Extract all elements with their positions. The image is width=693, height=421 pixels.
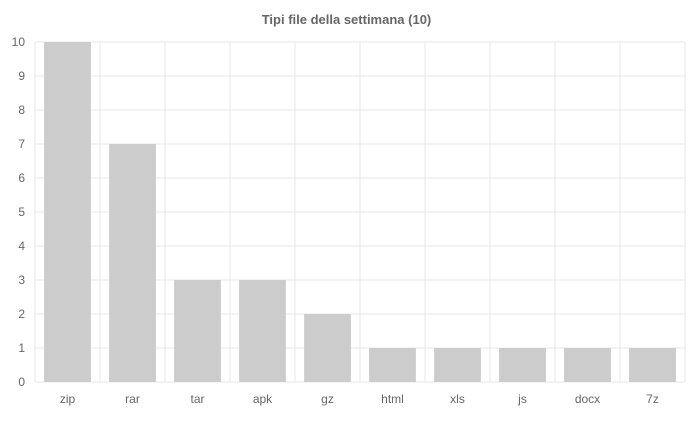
svg-text:xls: xls [450, 392, 465, 406]
svg-text:4: 4 [18, 239, 25, 253]
svg-text:9: 9 [18, 69, 25, 83]
svg-text:html: html [381, 392, 404, 406]
svg-text:gz: gz [321, 392, 334, 406]
svg-text:7: 7 [18, 137, 25, 151]
svg-text:rar: rar [125, 392, 140, 406]
svg-text:5: 5 [18, 205, 25, 219]
svg-text:tar: tar [190, 392, 204, 406]
svg-text:0: 0 [18, 375, 25, 389]
svg-text:docx: docx [575, 392, 600, 406]
svg-text:zip: zip [60, 392, 76, 406]
svg-text:3: 3 [18, 273, 25, 287]
svg-text:7z: 7z [646, 392, 659, 406]
svg-text:6: 6 [18, 171, 25, 185]
svg-text:apk: apk [253, 392, 273, 406]
svg-text:10: 10 [12, 35, 26, 49]
svg-text:2: 2 [18, 307, 25, 321]
svg-text:8: 8 [18, 103, 25, 117]
svg-text:1: 1 [18, 341, 25, 355]
svg-text:js: js [517, 392, 527, 406]
